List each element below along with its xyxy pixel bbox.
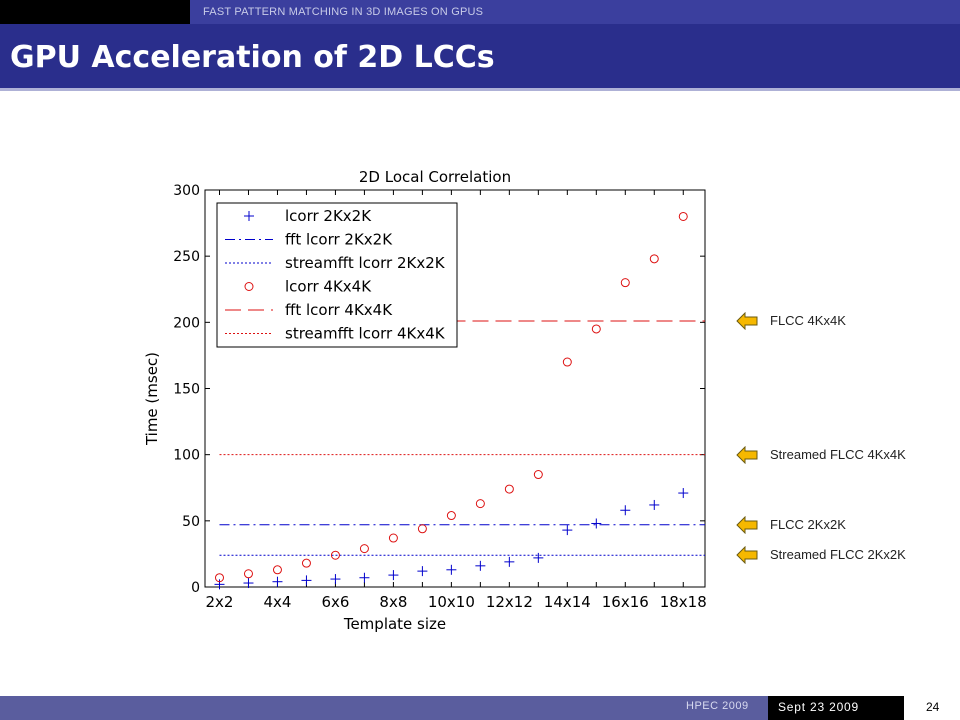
data-point-circle xyxy=(417,524,427,534)
footer-date: Sept 23 2009 xyxy=(778,700,859,714)
y-tick-label: 100 xyxy=(173,448,200,464)
data-point-circle xyxy=(504,484,514,494)
data-point-circle xyxy=(214,573,224,583)
y-tick-label: 250 xyxy=(173,249,200,265)
header-blue-block xyxy=(190,0,960,24)
data-point-circle xyxy=(359,544,369,554)
x-tick-label: 16x16 xyxy=(602,593,649,611)
y-tick-label: 150 xyxy=(173,382,200,398)
header-black-block xyxy=(0,0,190,24)
x-tick-label: 2x2 xyxy=(206,593,234,611)
x-tick-label: 12x12 xyxy=(486,593,533,611)
x-axis-label: Template size xyxy=(343,615,446,633)
annotation-label: Streamed FLCC 2Kx2K xyxy=(770,547,906,563)
arrow-left-icon xyxy=(736,515,758,534)
footer-date-block xyxy=(768,696,904,720)
legend-entry-label: lcorr 2Kx2K xyxy=(285,207,372,225)
arrow-left-icon xyxy=(736,312,758,330)
legend-box xyxy=(216,202,458,348)
annotation-label: Streamed FLCC 4Kx4K xyxy=(770,446,906,462)
presentation-subtitle: FAST PATTERN MATCHING IN 3D IMAGES ON GP… xyxy=(203,6,484,18)
data-point-circle xyxy=(678,211,688,221)
legend-entry-label: fft lcorr 4Kx4K xyxy=(285,301,393,319)
data-point-circle xyxy=(301,558,311,568)
x-tick-label: 8x8 xyxy=(379,593,407,611)
legend-entry-label: fft lcorr 2Kx2K xyxy=(285,231,393,249)
slide-title: GPU Acceleration of 2D LCCs xyxy=(10,40,495,75)
x-tick-label: 18x18 xyxy=(660,593,707,611)
y-tick-label: 50 xyxy=(182,514,200,530)
footer-page-box xyxy=(904,696,960,720)
footer-conference: HPEC 2009 xyxy=(686,700,749,712)
title-bar-shadow xyxy=(0,88,960,91)
chart: 0 50 100 150 200 250 300 2x2 4x4 6x6 8x8 10x10 12x12… xyxy=(143,168,707,633)
data-point-circle xyxy=(533,470,543,480)
page-number: 24 xyxy=(926,700,940,714)
title-bar xyxy=(0,24,960,88)
data-point-circle xyxy=(330,550,340,560)
data-point-circle xyxy=(475,499,485,509)
data-point-circle xyxy=(446,511,456,521)
data-point-circle xyxy=(243,569,253,579)
data-point-circle xyxy=(649,254,659,264)
data-point-circle xyxy=(272,565,282,575)
x-tick-label: 14x14 xyxy=(544,593,591,611)
y-tick-label: 300 xyxy=(173,183,200,199)
x-tick-label: 10x10 xyxy=(428,593,475,611)
legend-entry-label: lcorr 4Kx4K xyxy=(285,278,372,296)
annotation-label: FLCC 2Kx2K xyxy=(770,516,846,532)
data-point-circle xyxy=(244,282,254,291)
data-point-circle xyxy=(591,324,601,334)
x-tick-label: 4x4 xyxy=(263,593,291,611)
arrow-left-icon xyxy=(736,445,758,464)
data-point-circle xyxy=(388,533,398,543)
data-point-circle xyxy=(562,357,572,367)
y-tick-label: 0 xyxy=(191,580,200,596)
annotation-label: FLCC 4Kx4K xyxy=(770,313,846,328)
arrow-left-icon xyxy=(736,546,758,565)
chart-title: 2D Local Correlation xyxy=(359,168,511,186)
x-tick-label: 6x6 xyxy=(321,593,349,611)
legend-entry-label: streamfft lcorr 4Kx4K xyxy=(285,325,446,343)
y-axis-label: Time (msec) xyxy=(143,352,161,446)
legend-entry-label: streamfft lcorr 2Kx2K xyxy=(285,254,446,272)
y-tick-label: 200 xyxy=(173,315,200,331)
data-point-circle xyxy=(620,278,630,288)
